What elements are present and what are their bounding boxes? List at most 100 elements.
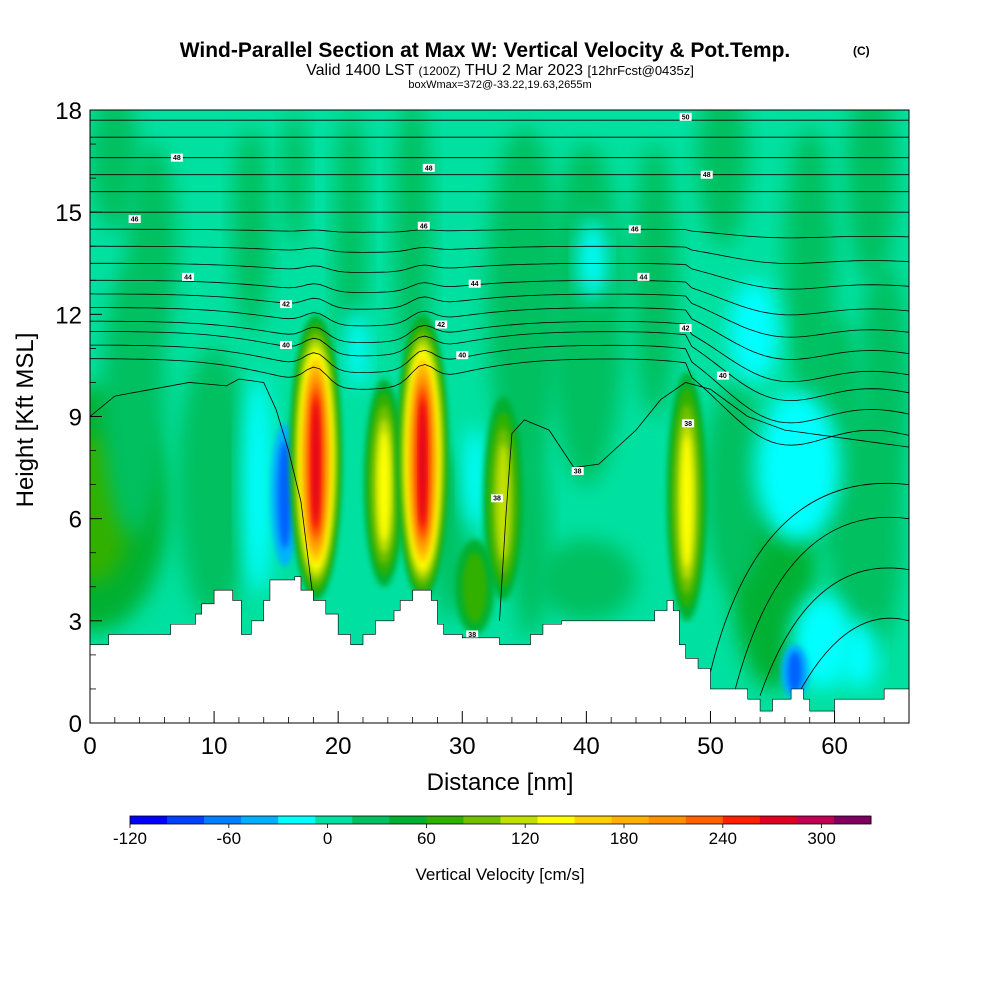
colorbar-swatch [722, 816, 761, 824]
colorbar-tick-label: 0 [323, 829, 332, 848]
field-blob [90, 110, 140, 230]
colorbar-swatch [759, 816, 798, 824]
theta-contour [710, 483, 909, 673]
svg-text:44: 44 [640, 274, 648, 281]
colorbar-swatch [278, 816, 316, 824]
terrain-mask [90, 576, 909, 723]
field-blob [394, 110, 432, 366]
colorbar-swatch [574, 816, 613, 824]
field-blob [549, 144, 624, 485]
theta-label: 38 [571, 466, 584, 475]
theta-label: 42 [435, 320, 448, 329]
x-axis: 0 10 20 30 40 50 60 [83, 711, 910, 760]
y-tick-label: 0 [69, 711, 82, 738]
theta-label: 42 [280, 300, 293, 309]
theta-contour [90, 344, 909, 424]
colorbar-tick-label: 120 [511, 829, 539, 848]
y-axis-label: Height [Kft MSL] [12, 333, 39, 508]
colorbar-swatch [426, 816, 464, 824]
theta-contour [90, 262, 909, 290]
colorbar-tick-label: 300 [807, 829, 835, 848]
theta-label: 38 [491, 494, 504, 503]
field-blob [176, 348, 252, 621]
x-tick-label: 20 [325, 733, 352, 760]
x-tick-label: 40 [573, 733, 600, 760]
updraft-core [462, 552, 487, 624]
theta-contours [90, 119, 909, 696]
colorbar-swatch [204, 816, 242, 824]
svg-text:50: 50 [682, 114, 690, 121]
x-tick-label: 0 [83, 733, 96, 760]
chart-subtitle: Valid 1400 LST (1200Z) THU 2 Mar 2023 [1… [306, 62, 694, 79]
theta-contour [90, 245, 909, 264]
theta-label: 44 [468, 279, 481, 288]
downdraft-core [277, 441, 292, 549]
svg-text:44: 44 [471, 281, 479, 288]
x-tick-label: 50 [697, 733, 724, 760]
updraft-core [312, 401, 320, 526]
y-tick-label: 12 [55, 302, 82, 329]
theta-label: 38 [466, 630, 479, 639]
theta-contour [796, 617, 909, 696]
updraft-core [496, 443, 510, 560]
downdraft-region [462, 426, 488, 529]
svg-text:38: 38 [493, 496, 501, 503]
chart-title: Wind-Parallel Section at Max W: Vertical… [180, 39, 791, 62]
utc-time: (1200Z) [419, 64, 461, 78]
colorbar-swatch [130, 816, 168, 824]
theta-label: 48 [170, 153, 183, 162]
colorbar-swatch [685, 816, 724, 824]
colorbar-tick-label: 60 [417, 829, 436, 848]
downdraft-region [729, 280, 779, 383]
svg-text:46: 46 [420, 223, 428, 230]
field-blob [282, 110, 308, 247]
valid-date: THU 2 Mar 2023 [465, 62, 583, 79]
colorbar-swatch [352, 816, 390, 824]
svg-text:42: 42 [282, 302, 290, 309]
colorbar-swatch [796, 816, 835, 824]
field-blob [232, 127, 270, 332]
theta-contour [90, 378, 314, 601]
theta-label: 42 [679, 323, 692, 332]
svg-text:46: 46 [631, 227, 639, 234]
theta-contour [759, 567, 909, 696]
theta-label: 48 [700, 170, 713, 179]
field-blob [828, 416, 903, 655]
svg-text:38: 38 [574, 468, 582, 475]
svg-text:48: 48 [425, 165, 433, 172]
svg-text:40: 40 [282, 342, 290, 349]
theta-label: 44 [182, 272, 195, 281]
x-axis-label: Distance [nm] [427, 769, 574, 796]
colorbar-tick-label: -120 [113, 829, 147, 848]
downdraft-core [787, 651, 802, 693]
svg-text:42: 42 [682, 325, 690, 332]
downdraft-region [753, 392, 841, 543]
copyright-mark: (C) [853, 44, 870, 58]
theta-contour [90, 228, 909, 239]
downdraft-region [344, 307, 370, 390]
forecast-info: [12hrFcst@0435z] [587, 63, 693, 78]
colorbar-label: Vertical Velocity [cm/s] [415, 865, 584, 884]
downdraft-region [241, 375, 274, 594]
plot-area: 50 48 48 48 46 46 46 44 44 44 42 42 42 40 40 40 38 38 38 38 [90, 110, 909, 723]
field-blob [698, 110, 748, 247]
terrain-outline [90, 576, 909, 712]
box-max-info: boxWmax=372@-33.22,19.63,2655m [408, 79, 591, 91]
x-tick-label: 60 [821, 733, 848, 760]
svg-text:42: 42 [437, 322, 445, 329]
velocity-field [90, 110, 909, 700]
colorbar-swatch [315, 816, 353, 824]
y-tick-label: 15 [55, 200, 82, 227]
svg-text:38: 38 [468, 632, 476, 639]
theta-contour [499, 382, 909, 621]
colorbar-swatch [833, 816, 872, 824]
colorbar-swatch [463, 816, 501, 824]
downdraft-region [577, 218, 608, 301]
field-blob [536, 539, 636, 621]
theta-contour [90, 293, 909, 338]
colorbar-swatch [611, 816, 650, 824]
colorbar-frame [129, 815, 872, 825]
svg-text:40: 40 [458, 353, 466, 360]
downdraft-region [840, 620, 878, 689]
